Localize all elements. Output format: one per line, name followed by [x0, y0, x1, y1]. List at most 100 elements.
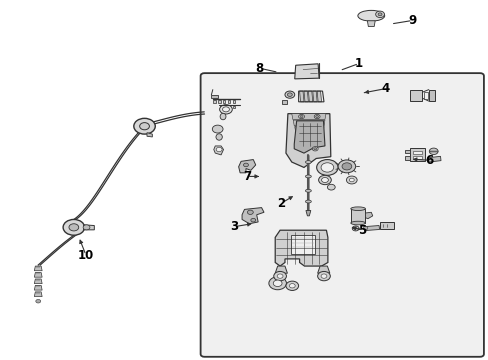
Circle shape — [316, 159, 337, 175]
Polygon shape — [83, 225, 94, 230]
Ellipse shape — [305, 189, 311, 192]
Text: 10: 10 — [78, 249, 94, 262]
Text: 1: 1 — [354, 57, 363, 70]
Ellipse shape — [220, 113, 225, 120]
Polygon shape — [285, 114, 330, 167]
Bar — [290, 234, 315, 254]
Circle shape — [375, 11, 384, 18]
Circle shape — [134, 118, 155, 134]
Polygon shape — [238, 159, 255, 173]
Polygon shape — [34, 292, 42, 297]
Circle shape — [273, 280, 282, 287]
Circle shape — [321, 177, 328, 183]
Polygon shape — [308, 91, 312, 102]
Polygon shape — [296, 133, 323, 139]
Text: 2: 2 — [276, 197, 285, 210]
Polygon shape — [305, 211, 310, 216]
Polygon shape — [428, 90, 434, 101]
Circle shape — [36, 300, 41, 303]
Polygon shape — [409, 90, 422, 101]
Polygon shape — [147, 133, 152, 137]
Circle shape — [63, 220, 84, 235]
Polygon shape — [227, 100, 230, 103]
Bar — [412, 156, 422, 159]
Circle shape — [216, 147, 222, 152]
Polygon shape — [294, 127, 324, 132]
Bar — [379, 222, 393, 229]
Polygon shape — [366, 21, 374, 27]
Circle shape — [362, 226, 367, 230]
Ellipse shape — [305, 161, 311, 163]
Polygon shape — [427, 156, 440, 162]
Circle shape — [312, 147, 318, 151]
Circle shape — [69, 224, 79, 231]
Polygon shape — [219, 106, 221, 108]
Circle shape — [327, 184, 334, 190]
Circle shape — [314, 114, 320, 119]
Polygon shape — [405, 156, 409, 159]
Polygon shape — [232, 106, 234, 108]
Polygon shape — [365, 212, 372, 219]
Circle shape — [287, 93, 292, 96]
Ellipse shape — [350, 207, 365, 211]
Polygon shape — [293, 120, 325, 126]
Ellipse shape — [305, 200, 311, 203]
Polygon shape — [223, 100, 225, 103]
Polygon shape — [312, 91, 317, 102]
Polygon shape — [409, 148, 424, 161]
Polygon shape — [304, 91, 308, 102]
Circle shape — [337, 160, 355, 173]
Circle shape — [83, 225, 90, 230]
Circle shape — [273, 271, 286, 281]
Polygon shape — [34, 285, 42, 290]
Circle shape — [348, 178, 353, 182]
Ellipse shape — [357, 10, 384, 21]
Circle shape — [346, 176, 356, 184]
Circle shape — [317, 271, 330, 281]
Circle shape — [315, 116, 318, 118]
Polygon shape — [242, 208, 264, 224]
Circle shape — [321, 163, 333, 172]
Polygon shape — [317, 266, 329, 273]
Polygon shape — [213, 146, 223, 155]
Circle shape — [377, 13, 381, 16]
Text: 7: 7 — [243, 170, 250, 183]
Circle shape — [247, 210, 253, 215]
Circle shape — [285, 281, 298, 291]
FancyBboxPatch shape — [200, 73, 483, 357]
Text: 3: 3 — [230, 220, 238, 233]
Text: 4: 4 — [381, 82, 389, 95]
Text: 9: 9 — [408, 14, 416, 27]
Polygon shape — [429, 150, 437, 152]
Text: 5: 5 — [358, 224, 366, 237]
Circle shape — [277, 274, 283, 278]
Polygon shape — [291, 114, 325, 120]
Polygon shape — [275, 230, 327, 266]
Circle shape — [351, 226, 358, 231]
Circle shape — [428, 148, 437, 154]
Polygon shape — [364, 226, 379, 230]
Polygon shape — [317, 91, 321, 102]
Text: 6: 6 — [425, 154, 433, 167]
Circle shape — [313, 148, 316, 150]
Circle shape — [341, 163, 351, 170]
Bar — [423, 92, 427, 99]
Ellipse shape — [305, 175, 311, 178]
Polygon shape — [350, 209, 365, 223]
Polygon shape — [228, 106, 230, 108]
Circle shape — [243, 163, 248, 167]
Polygon shape — [34, 266, 42, 271]
Circle shape — [268, 277, 286, 290]
Circle shape — [250, 219, 255, 222]
Polygon shape — [34, 279, 42, 284]
Polygon shape — [232, 100, 235, 103]
Circle shape — [298, 114, 304, 119]
Bar — [412, 150, 422, 154]
Circle shape — [300, 116, 303, 118]
Circle shape — [140, 123, 149, 130]
Ellipse shape — [216, 134, 222, 140]
Polygon shape — [275, 266, 287, 273]
Polygon shape — [211, 95, 217, 98]
Polygon shape — [294, 64, 319, 79]
Circle shape — [318, 175, 330, 185]
